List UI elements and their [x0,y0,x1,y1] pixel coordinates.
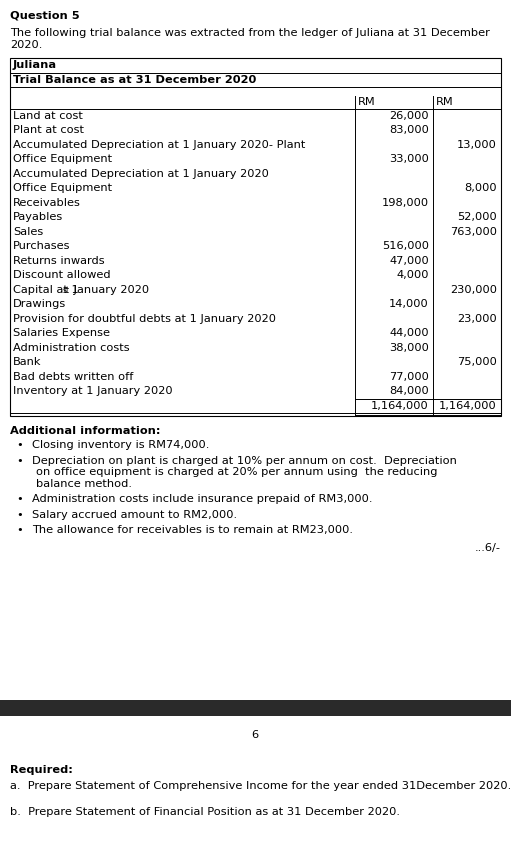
Text: Purchases: Purchases [13,242,71,251]
Text: 516,000: 516,000 [382,242,429,251]
Text: Trial Balance as at 31 December 2020: Trial Balance as at 31 December 2020 [13,75,257,85]
Text: 26,000: 26,000 [389,111,429,121]
Text: Required:: Required: [10,765,73,775]
Text: Salaries Expense: Salaries Expense [13,328,110,339]
Text: b.  Prepare Statement of Financial Position as at 31 December 2020.: b. Prepare Statement of Financial Positi… [10,807,400,817]
Text: Additional information:: Additional information: [10,426,160,436]
Text: Depreciation on plant is charged at 10% per annum on cost.  Depreciation: Depreciation on plant is charged at 10% … [32,456,457,465]
Text: Office Equipment: Office Equipment [13,154,112,165]
Text: 84,000: 84,000 [389,387,429,396]
Text: •: • [16,525,23,536]
Text: Sales: Sales [13,227,43,237]
Text: Closing inventory is RM74,000.: Closing inventory is RM74,000. [32,440,210,450]
Text: •: • [16,440,23,450]
Text: 763,000: 763,000 [450,227,497,237]
Bar [0,700,511,716]
Text: ...6/-: ...6/- [475,542,501,553]
Text: Discount allowed: Discount allowed [13,270,110,280]
Text: Plant at cost: Plant at cost [13,125,84,135]
Text: Drawings: Drawings [13,299,66,309]
Text: 23,000: 23,000 [457,314,497,324]
Text: Capital at 1: Capital at 1 [13,285,79,295]
Text: The following trial balance was extracted from the ledger of Juliana at 31 Decem: The following trial balance was extracte… [10,28,490,38]
Text: Payables: Payables [13,213,63,222]
Text: Administration costs: Administration costs [13,343,130,353]
Text: Land at cost: Land at cost [13,111,83,121]
Text: 44,000: 44,000 [389,328,429,339]
Text: 83,000: 83,000 [389,125,429,135]
Text: 230,000: 230,000 [450,285,497,295]
Text: Accumulated Depreciation at 1 January 2020- Plant: Accumulated Depreciation at 1 January 20… [13,140,306,150]
Text: 47,000: 47,000 [389,255,429,266]
Bar [10,58,501,417]
Text: 1,164,000: 1,164,000 [371,401,429,411]
Text: Inventory at 1 January 2020: Inventory at 1 January 2020 [13,387,173,396]
Text: Returns inwards: Returns inwards [13,255,105,266]
Text: 52,000: 52,000 [457,213,497,222]
Text: balance method.: balance method. [36,479,132,488]
Text: RM: RM [436,97,454,107]
Text: 8,000: 8,000 [464,183,497,193]
Text: 38,000: 38,000 [389,343,429,353]
Text: The allowance for receivables is to remain at RM23,000.: The allowance for receivables is to rema… [32,525,353,536]
Text: 77,000: 77,000 [389,372,429,381]
Text: a.  Prepare Statement of Comprehensive Income for the year ended 31December 2020: a. Prepare Statement of Comprehensive In… [10,781,511,791]
Text: •: • [16,456,23,465]
Text: Juliana: Juliana [13,60,57,70]
Text: 13,000: 13,000 [457,140,497,150]
Text: Receivables: Receivables [13,198,81,207]
Text: 198,000: 198,000 [382,198,429,207]
Text: Office Equipment: Office Equipment [13,183,112,193]
Text: Bank: Bank [13,357,41,368]
Text: 2020.: 2020. [10,40,42,50]
Text: Accumulated Depreciation at 1 January 2020: Accumulated Depreciation at 1 January 20… [13,169,269,179]
Text: RM: RM [358,97,376,107]
Text: 75,000: 75,000 [457,357,497,368]
Text: •: • [16,510,23,519]
Text: 33,000: 33,000 [389,154,429,165]
Text: 4,000: 4,000 [397,270,429,280]
Text: Bad debts written off: Bad debts written off [13,372,133,381]
Text: st: st [63,285,70,295]
Text: Salary accrued amount to RM2,000.: Salary accrued amount to RM2,000. [32,510,237,519]
Text: Provision for doubtful debts at 1 January 2020: Provision for doubtful debts at 1 Januar… [13,314,276,324]
Text: 1,164,000: 1,164,000 [439,401,497,411]
Text: January 2020: January 2020 [70,285,149,295]
Text: Administration costs include insurance prepaid of RM3,000.: Administration costs include insurance p… [32,494,373,504]
Text: 6: 6 [251,730,259,740]
Text: 14,000: 14,000 [389,299,429,309]
Text: on office equipment is charged at 20% per annum using  the reducing: on office equipment is charged at 20% pe… [36,467,437,477]
Text: •: • [16,494,23,504]
Text: Question 5: Question 5 [10,10,80,20]
